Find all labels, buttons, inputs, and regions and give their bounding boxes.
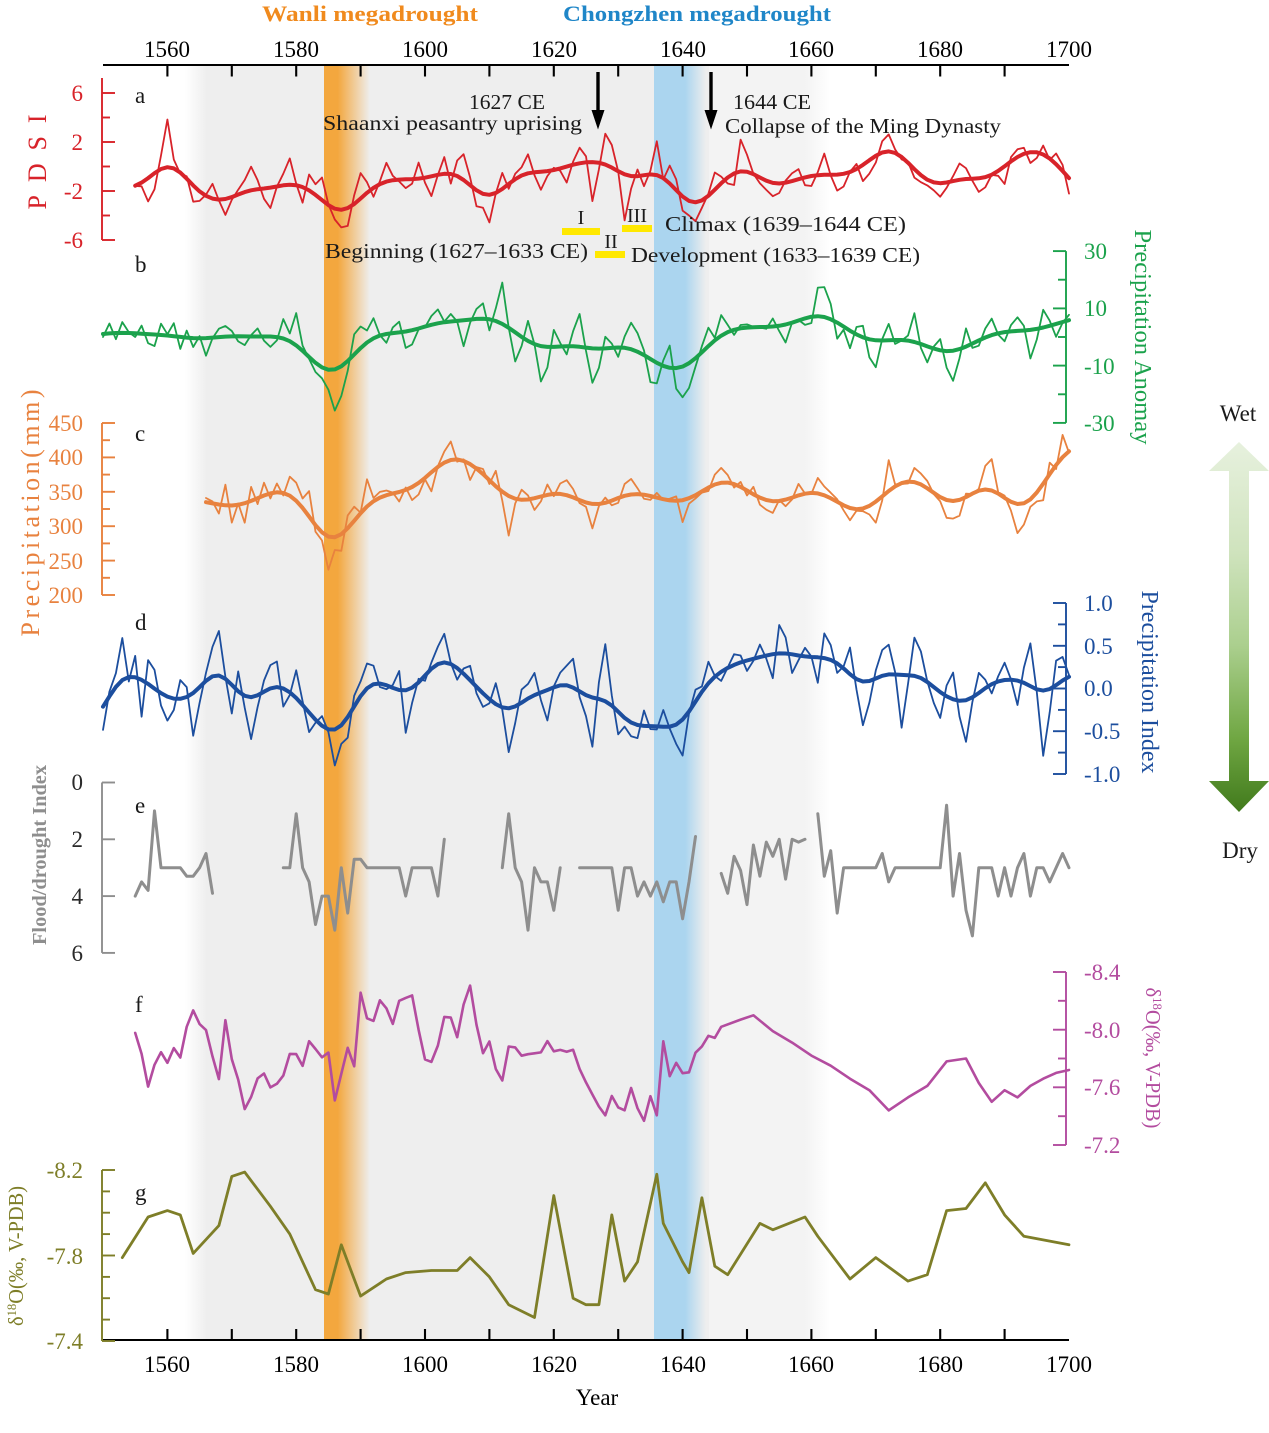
svg-text:d: d xyxy=(135,610,147,635)
svg-text:Flood/drought Index: Flood/drought Index xyxy=(29,765,51,945)
svg-text:Chongzhen megadrought: Chongzhen megadrought xyxy=(563,1,832,26)
svg-text:-8.2: -8.2 xyxy=(47,1158,83,1183)
svg-text:6: 6 xyxy=(72,81,84,106)
svg-text:0.0: 0.0 xyxy=(1084,676,1113,701)
svg-text:300: 300 xyxy=(49,514,84,539)
svg-text:1680: 1680 xyxy=(917,1352,963,1377)
svg-text:1560: 1560 xyxy=(144,1352,190,1377)
svg-text:1580: 1580 xyxy=(273,1352,319,1377)
svg-text:III: III xyxy=(627,205,647,227)
svg-text:Collapse of the Ming Dynasty: Collapse of the Ming Dynasty xyxy=(725,114,1002,138)
svg-text:2: 2 xyxy=(72,827,84,852)
svg-text:-7.6: -7.6 xyxy=(1084,1075,1120,1100)
svg-text:1627 CE: 1627 CE xyxy=(469,90,545,114)
svg-text:-1.0: -1.0 xyxy=(1084,762,1120,787)
svg-text:a: a xyxy=(135,83,145,108)
svg-text:200: 200 xyxy=(49,583,84,608)
svg-text:I: I xyxy=(578,207,585,229)
svg-text:f: f xyxy=(135,992,143,1017)
svg-text:-10: -10 xyxy=(1084,354,1115,379)
svg-text:4: 4 xyxy=(72,884,84,909)
svg-text:350: 350 xyxy=(49,480,84,505)
svg-text:Development (1633–1639 CE): Development (1633–1639 CE) xyxy=(631,243,920,267)
svg-text:II: II xyxy=(604,231,617,253)
svg-text:-0.5: -0.5 xyxy=(1084,719,1120,744)
svg-text:b: b xyxy=(135,252,147,277)
svg-text:400: 400 xyxy=(49,445,84,470)
svg-text:1640: 1640 xyxy=(660,1352,706,1377)
svg-text:-30: -30 xyxy=(1084,411,1115,436)
svg-text:30: 30 xyxy=(1084,239,1107,264)
svg-text:10: 10 xyxy=(1084,296,1107,321)
svg-text:1620: 1620 xyxy=(531,37,577,62)
svg-text:1700: 1700 xyxy=(1046,1352,1092,1377)
svg-text:Beginning (1627–1633 CE): Beginning (1627–1633 CE) xyxy=(325,239,588,263)
svg-text:g: g xyxy=(135,1180,147,1205)
svg-text:1620: 1620 xyxy=(531,1352,577,1377)
svg-text:Precipitation Anomay: Precipitation Anomay xyxy=(1129,230,1155,445)
svg-text:Year: Year xyxy=(576,1385,619,1410)
svg-text:1660: 1660 xyxy=(788,1352,834,1377)
svg-text:Wanli megadrought: Wanli megadrought xyxy=(262,1,479,26)
svg-text:Precipitation Index: Precipitation Index xyxy=(1136,591,1162,774)
svg-text:Wet: Wet xyxy=(1220,401,1257,426)
svg-text:-7.4: -7.4 xyxy=(47,1329,84,1354)
svg-text:c: c xyxy=(135,421,145,446)
svg-text:1700: 1700 xyxy=(1046,37,1092,62)
svg-text:1644 CE: 1644 CE xyxy=(733,90,811,114)
svg-text:-7.2: -7.2 xyxy=(1084,1133,1120,1158)
svg-text:δ18O(‰, V-PDB): δ18O(‰, V-PDB) xyxy=(1141,988,1165,1129)
svg-text:Dry: Dry xyxy=(1222,838,1258,863)
svg-text:1600: 1600 xyxy=(402,37,448,62)
svg-text:1560: 1560 xyxy=(144,37,190,62)
svg-text:δ18O(‰, V-PDB): δ18O(‰, V-PDB) xyxy=(4,1186,28,1326)
svg-text:1600: 1600 xyxy=(402,1352,448,1377)
svg-text:250: 250 xyxy=(49,549,84,574)
svg-text:1580: 1580 xyxy=(273,37,319,62)
svg-text:1.0: 1.0 xyxy=(1084,591,1113,616)
svg-text:Climax (1639–1644 CE): Climax (1639–1644 CE) xyxy=(665,212,906,236)
svg-text:Precipitation(mm): Precipitation(mm) xyxy=(16,390,45,637)
svg-text:-8.0: -8.0 xyxy=(1084,1018,1120,1043)
svg-text:1680: 1680 xyxy=(917,37,963,62)
svg-text:-6: -6 xyxy=(64,228,83,253)
svg-text:-7.8: -7.8 xyxy=(47,1244,83,1269)
svg-text:2: 2 xyxy=(72,130,84,155)
svg-text:0.5: 0.5 xyxy=(1084,634,1113,659)
svg-text:1660: 1660 xyxy=(788,37,834,62)
svg-text:450: 450 xyxy=(49,411,84,436)
svg-text:6: 6 xyxy=(72,941,84,966)
svg-text:0: 0 xyxy=(72,770,84,795)
svg-text:Shaanxi peasantry uprising: Shaanxi peasantry uprising xyxy=(323,111,583,135)
svg-text:1640: 1640 xyxy=(660,37,706,62)
svg-text:e: e xyxy=(135,793,145,818)
svg-text:-8.4: -8.4 xyxy=(1084,960,1121,985)
svg-text:-2: -2 xyxy=(64,179,83,204)
